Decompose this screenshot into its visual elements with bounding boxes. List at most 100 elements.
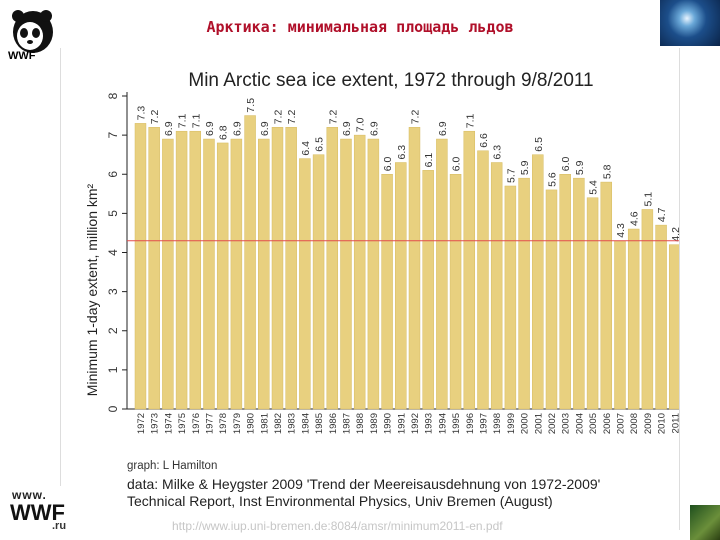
bar-value-label: 6.3 — [396, 145, 408, 160]
bar — [518, 177, 530, 410]
x-tick-label: 1990 — [383, 413, 394, 434]
bar — [449, 174, 462, 410]
bar — [504, 185, 517, 410]
y-tick-label: 0 — [106, 405, 120, 412]
chart-frame: Min Arctic sea ice extent, 1972 through … — [60, 48, 683, 530]
x-tick-label: 1996 — [465, 413, 476, 434]
bar — [326, 127, 339, 410]
x-tick-label: 1999 — [506, 413, 517, 434]
bar-value-label: 7.2 — [286, 110, 298, 125]
bar-value-label: 7.1 — [177, 113, 189, 128]
x-tick-label: 1981 — [259, 413, 270, 434]
bar — [573, 177, 585, 410]
bar — [627, 228, 640, 410]
bar — [134, 123, 147, 410]
bar-value-label: 6.9 — [163, 121, 175, 136]
x-tick-label: 1998 — [492, 413, 503, 434]
x-tick-label: 1979 — [232, 413, 243, 434]
bar — [271, 127, 284, 410]
x-tick-label: 2002 — [547, 413, 558, 434]
y-tick-label: 5 — [106, 210, 120, 217]
bar-value-label: 6.9 — [231, 121, 243, 136]
x-tick-label: 2006 — [602, 413, 613, 434]
graph-credit: graph: L Hamilton — [127, 460, 217, 472]
x-tick-label: 2007 — [615, 413, 626, 434]
bar — [162, 138, 174, 410]
bar — [285, 127, 297, 410]
bar-value-label: 6.9 — [341, 121, 353, 136]
bar-value-label: 4.2 — [670, 227, 679, 242]
bar — [216, 142, 229, 410]
y-tick-label: 8 — [106, 92, 120, 99]
bar — [436, 138, 448, 410]
bar — [545, 189, 558, 410]
corner-leaf-image — [690, 505, 720, 540]
x-tick-label: 2009 — [643, 413, 654, 434]
x-tick-label: 1991 — [396, 413, 407, 434]
bar — [408, 127, 421, 410]
bar-value-label: 7.1 — [190, 113, 202, 128]
bar-value-label: 7.2 — [272, 110, 284, 125]
x-tick-label: 2008 — [629, 413, 640, 434]
bar — [230, 138, 243, 410]
x-tick-label: 1988 — [355, 413, 366, 434]
x-tick-label: 1995 — [451, 413, 462, 434]
bar — [600, 181, 613, 410]
bar-value-label: 5.1 — [642, 192, 654, 207]
x-tick-label: 2011 — [670, 413, 679, 433]
chart-title: Min Arctic sea ice extent, 1972 through … — [188, 70, 593, 91]
bar — [586, 197, 599, 410]
bar-value-label: 5.4 — [588, 180, 600, 195]
sea-ice-bar-chart: Min Arctic sea ice extent, 1972 through … — [84, 70, 683, 509]
bar-value-label: 6.1 — [423, 153, 435, 168]
bar — [381, 174, 393, 410]
bar-value-label: 7.2 — [327, 110, 339, 125]
x-tick-label: 1997 — [478, 413, 489, 434]
x-tick-label: 2000 — [520, 413, 531, 434]
bar-labels-group: 7.3 7.26.97.1 7.16.9 6.8 6.97.56.97.2 7.26.4 6… — [135, 98, 681, 242]
bar-value-label: 7.2 — [409, 110, 421, 125]
x-tick-label: 1976 — [191, 413, 202, 434]
wwf-logo-text: WWF — [8, 50, 36, 62]
left-logo-strip — [0, 486, 70, 540]
left-brand-text: WWF — [10, 500, 65, 525]
x-tick-label: 1987 — [341, 413, 352, 434]
x-tick-label: 1982 — [273, 413, 284, 434]
x-tick-label: 1973 — [150, 413, 161, 434]
y-tick-label: 2 — [106, 327, 120, 334]
bar-value-label: 6.9 — [259, 121, 271, 136]
corner-photo — [660, 0, 720, 46]
source-url[interactable]: http://www.iup.uni-bremen.de:8084/amsr/m… — [172, 519, 503, 533]
y-tick-label: 4 — [106, 249, 120, 256]
source-line-2: Technical Report, Inst Environmental Phy… — [127, 493, 553, 509]
x-tick-labels-group: 1972 1973 1974 1975 1976 1977 1978 1979 1980 1981… — [136, 413, 681, 434]
bar — [189, 130, 202, 410]
x-tick-label: 1983 — [287, 413, 298, 434]
bar — [490, 162, 503, 410]
bar-value-label: 6.6 — [478, 133, 490, 148]
bar-value-label: 6.0 — [451, 156, 463, 171]
bar — [395, 162, 407, 410]
x-tick-label: 1992 — [410, 413, 421, 434]
bar — [148, 127, 160, 410]
bar-value-label: 5.9 — [574, 160, 586, 175]
y-tick-label: 1 — [106, 366, 120, 373]
bar-value-label: 6.4 — [300, 141, 312, 156]
bar — [532, 154, 544, 410]
slide-title: Арктика: минимальная площадь льдов — [206, 18, 514, 36]
bar-value-label: 6.5 — [533, 137, 545, 152]
bar — [299, 158, 311, 410]
x-tick-label: 1985 — [314, 413, 325, 434]
x-tick-label: 2004 — [574, 413, 585, 434]
x-tick-label: 1972 — [136, 413, 147, 434]
bar-value-label: 6.8 — [218, 125, 230, 140]
x-tick-label: 2010 — [657, 413, 668, 434]
bar-value-label: 6.0 — [382, 156, 394, 171]
bar — [175, 130, 188, 410]
x-tick-label: 1980 — [246, 413, 257, 434]
bar-value-label: 4.3 — [615, 223, 627, 238]
y-axis-label: Minimum 1-day extent, million km² — [84, 183, 100, 396]
x-tick-label: 1984 — [300, 413, 311, 434]
x-tick-label: 1986 — [328, 413, 339, 434]
bar-value-label: 6.9 — [204, 121, 216, 136]
